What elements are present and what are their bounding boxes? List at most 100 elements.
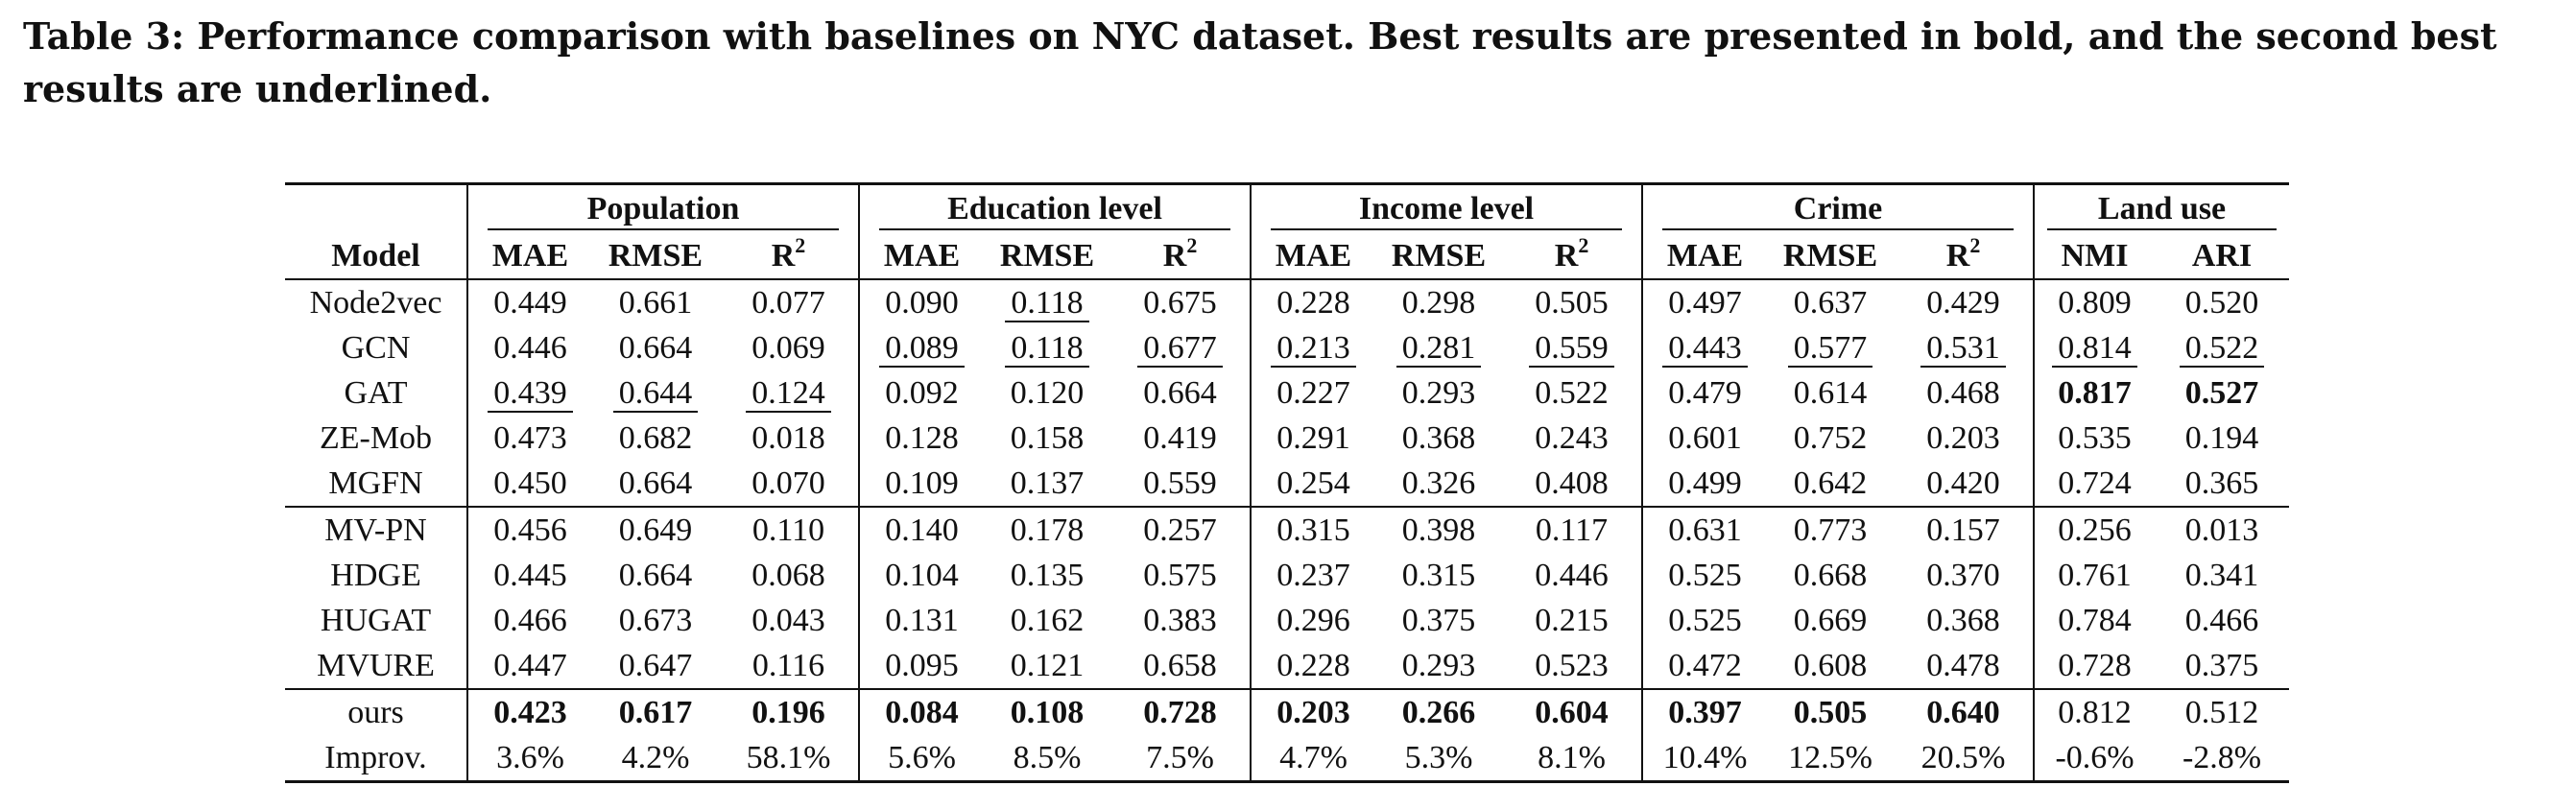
value-cell: 0.203: [1894, 416, 2034, 461]
value-cell: 0.642: [1767, 461, 1894, 507]
value-cell: 0.293: [1375, 643, 1502, 689]
value-cell: 0.531: [1894, 325, 2034, 370]
value-cell: 0.446: [1502, 553, 1642, 598]
value-cell: 0.664: [592, 325, 719, 370]
value-cell: 0.157: [1894, 506, 2035, 553]
value-cell: 0.505: [1767, 688, 1895, 735]
value-cell: 10.4%: [1641, 735, 1768, 783]
value-text: 0.140: [885, 512, 959, 548]
value-cell: 0.120: [984, 370, 1110, 416]
value-cell: 0.527: [2155, 370, 2289, 416]
value-text: 0.326: [1401, 465, 1476, 501]
model-name-cell: MGFN: [328, 465, 423, 501]
value-text: 0.162: [1010, 603, 1085, 638]
value-cell: 0.664: [592, 461, 719, 507]
table-row: HUGAT 0.466 0.673 0.043 0.131 0.162 0.383 0.296…: [285, 598, 2289, 643]
metric-header-label: MAE: [491, 237, 569, 274]
value-cell: 0.368: [1375, 416, 1502, 461]
group-header-label: Education level: [879, 190, 1230, 230]
metric-header: NMI: [2033, 233, 2156, 280]
value-cell: 0.162: [984, 598, 1110, 643]
value-text: 0.228: [1276, 285, 1350, 321]
value-text: 0.812: [2058, 695, 2132, 730]
value-cell: 0.213: [1250, 325, 1376, 370]
value-text: 0.077: [751, 285, 825, 321]
table-row: Node2vec 0.449 0.661 0.077 0.090 0.118 0.675 0.…: [285, 279, 2289, 325]
value-cell: 0.559: [1502, 325, 1642, 370]
value-cell: 8.5%: [984, 735, 1111, 783]
value-cell: 0.315: [1375, 553, 1502, 598]
value-text: 0.375: [2184, 648, 2259, 683]
value-cell: 0.077: [719, 279, 859, 325]
value-text: 0.472: [1668, 648, 1742, 683]
value-cell: 0.631: [1641, 506, 1768, 553]
value-text: 0.084: [885, 695, 959, 730]
table-row: GCN 0.446 0.664 0.069 0.089 0.118 0.677 0.213 0.…: [285, 325, 2289, 370]
table-row: MV-PN 0.456 0.649 0.110 0.140 0.178 0.257 0.315…: [285, 506, 2290, 553]
group-header: Crime: [1641, 185, 2035, 233]
value-cell: 4.2%: [592, 735, 719, 783]
value-text: 0.473: [493, 420, 567, 456]
value-text: 0.398: [1401, 512, 1476, 548]
value-cell: 0.137: [984, 461, 1110, 507]
value-cell: 0.243: [1502, 416, 1642, 461]
group-header-label: Crime: [1662, 190, 2014, 230]
table-body: Population Education level Income level Cri…: [285, 185, 2290, 783]
value-cell: 0.447: [466, 643, 592, 689]
results-table: Population Education level Income level Cri…: [285, 185, 2290, 783]
metric-header-label: RMSE: [1782, 237, 1878, 274]
value-text: 0.449: [493, 285, 567, 321]
value-cell: 0.497: [1641, 279, 1768, 325]
value-text: 0.118: [1005, 331, 1089, 368]
value-text: 0.677: [1137, 331, 1223, 368]
table-top-rule: [285, 182, 2289, 185]
value-cell: 0.525: [1641, 598, 1768, 643]
value-text: 0.661: [618, 285, 693, 321]
value-text: 0.637: [1793, 285, 1868, 321]
value-cell: 0.203: [1250, 688, 1376, 735]
value-cell: 0.135: [984, 553, 1110, 598]
value-text: 0.118: [1005, 286, 1089, 322]
value-cell: 7.5%: [1110, 735, 1252, 783]
value-text: 0.456: [493, 512, 567, 548]
value-text: 0.293: [1401, 375, 1476, 411]
value-cell: 0.092: [858, 370, 985, 416]
value-cell: 0.669: [1767, 598, 1894, 643]
table-row: HDGE 0.445 0.664 0.068 0.104 0.135 0.575 0.237 0…: [285, 553, 2289, 598]
value-text: -2.8%: [2182, 740, 2262, 775]
value-cell: 0.499: [1641, 461, 1768, 507]
value-text: 5.3%: [1404, 740, 1473, 775]
value-text: 0.505: [1535, 285, 1609, 321]
value-cell: 20.5%: [1894, 735, 2035, 783]
value-text: 0.117: [1535, 512, 1609, 548]
metric-header-label: R: [771, 237, 796, 274]
value-text: 0.668: [1793, 558, 1868, 593]
value-text: 0.365: [2184, 465, 2259, 501]
value-cell: 0.446: [466, 325, 592, 370]
value-text: 0.817: [2058, 375, 2132, 411]
metric-header: RMSE: [1375, 233, 1503, 280]
value-text: 7.5%: [1146, 740, 1214, 775]
header-spacer: [285, 185, 467, 233]
value-text: 0.135: [1010, 558, 1085, 593]
value-cell: 5.6%: [858, 735, 985, 783]
value-text: 0.773: [1793, 512, 1868, 548]
value-text: 0.664: [618, 465, 693, 501]
metric-header-label: RMSE: [1391, 237, 1487, 274]
value-text: 0.445: [493, 558, 567, 593]
value-cell: 0.281: [1375, 325, 1502, 370]
r-squared-superscript: 2: [1186, 232, 1198, 257]
value-cell: 0.383: [1110, 598, 1251, 643]
table-row: Improv. 3.6% 4.2% 58.1% 5.6% 8.5% 7.5% 4.7% 5.3%…: [285, 735, 2290, 783]
value-text: 0.228: [1276, 648, 1350, 683]
header-row-metrics: Model MAE RMSE R2 MAE RMSE R2 MAE RMSE R2 MAE RMSE R…: [285, 232, 2290, 280]
value-text: 0.368: [1401, 420, 1476, 456]
value-cell: 0.728: [1110, 688, 1252, 735]
value-cell: 0.291: [1250, 416, 1376, 461]
value-cell: 0.479: [1641, 370, 1768, 416]
value-cell: 0.398: [1375, 506, 1503, 553]
value-text: 0.420: [1926, 465, 2000, 501]
value-cell: 0.158: [984, 416, 1110, 461]
metric-header: R2: [1894, 233, 2035, 280]
value-text: 0.256: [2058, 512, 2132, 548]
